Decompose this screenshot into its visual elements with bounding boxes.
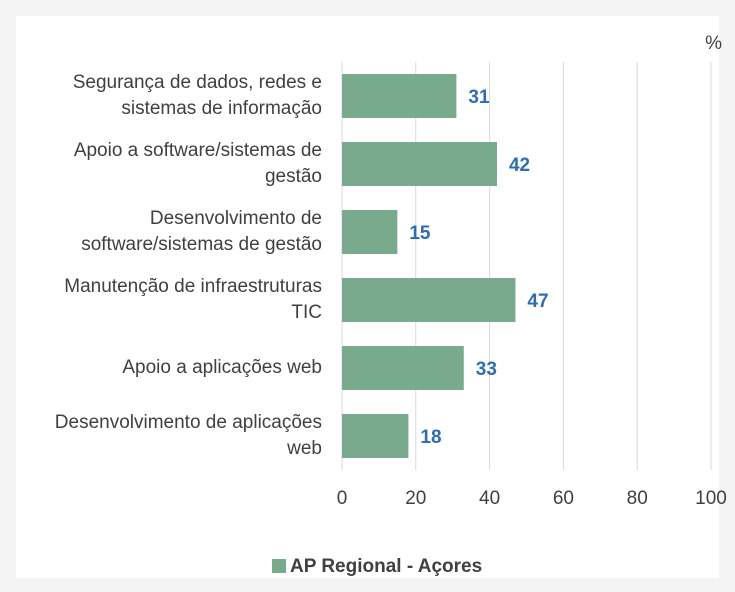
bar	[342, 142, 497, 186]
value-label: 33	[476, 359, 497, 380]
x-tick-label: 60	[553, 488, 574, 509]
category-label: Desenvolvimento de software/sistemas de …	[81, 208, 322, 255]
bar	[342, 74, 457, 118]
value-label: 18	[420, 427, 441, 448]
value-label: 31	[468, 87, 490, 108]
category-label: Segurança de dados, redes e sistemas de …	[72, 72, 322, 119]
value-label: 15	[409, 223, 431, 244]
bar	[342, 414, 409, 458]
x-tick-label: 0	[337, 488, 348, 509]
category-label: Apoio a software/sistemas de gestão	[73, 140, 322, 187]
value-label: 47	[527, 291, 548, 312]
unit-label: %	[705, 33, 722, 54]
x-tick-label: 100	[695, 488, 727, 509]
bar	[342, 210, 398, 254]
x-tick-label: 20	[405, 488, 426, 509]
category-label: Manutenção de infraestruturas TIC	[64, 276, 322, 323]
bar	[342, 346, 464, 390]
legend-label: AP Regional - Açores	[290, 556, 482, 577]
category-label: Apoio a aplicações web	[122, 357, 322, 378]
value-label: 42	[509, 155, 530, 176]
category-label: Desenvolvimento de aplicações web	[54, 412, 322, 459]
x-tick-label: 40	[479, 488, 500, 509]
x-tick-label: 80	[627, 488, 648, 509]
legend-swatch	[272, 559, 286, 573]
bar	[342, 278, 516, 322]
